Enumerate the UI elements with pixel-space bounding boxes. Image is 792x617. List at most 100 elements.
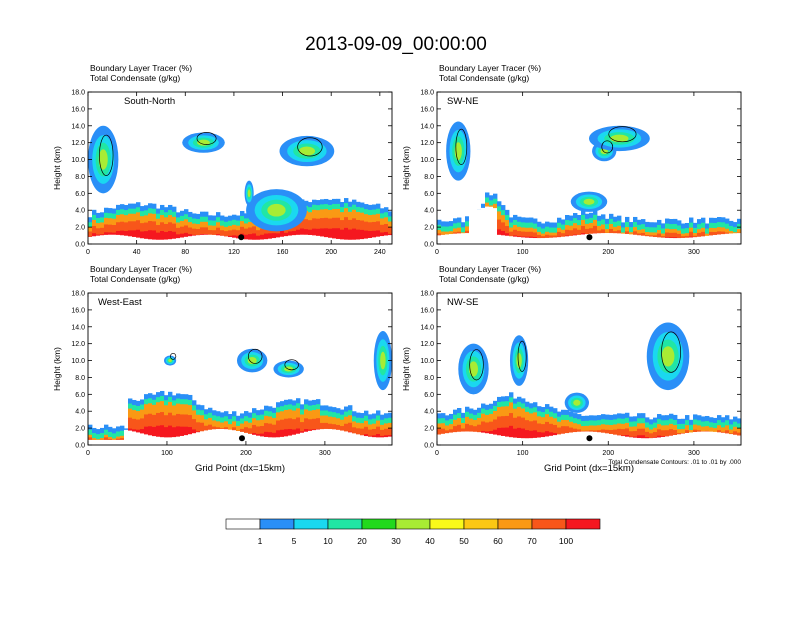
terrain-column	[693, 237, 698, 244]
terrain-column	[685, 432, 690, 445]
terrain-column	[332, 238, 337, 244]
y-tick-label: 18.0	[420, 90, 434, 97]
location-marker	[586, 435, 593, 442]
tracer-column	[260, 234, 265, 244]
terrain-column	[709, 431, 714, 445]
terrain-column	[625, 233, 630, 244]
y-tick-label: 4.0	[75, 208, 85, 215]
terrain-column	[733, 434, 738, 445]
terrain-column	[569, 235, 574, 244]
terrain-column	[88, 439, 93, 445]
tracer-column	[320, 228, 325, 244]
tracer-column	[140, 231, 145, 244]
panel-title-line: Total Condensate (g/kg)	[439, 274, 529, 284]
terrain-column	[344, 239, 349, 244]
tracer-plume	[468, 361, 479, 377]
colorbar-swatch	[531, 518, 567, 530]
tracer-column	[533, 430, 538, 445]
terrain-column	[573, 432, 578, 445]
terrain-column	[485, 433, 490, 445]
condensate-contour	[608, 126, 637, 143]
condensate-contour	[99, 134, 114, 176]
terrain-column	[717, 432, 722, 445]
terrain-column	[649, 438, 654, 445]
tracer-column	[144, 231, 149, 244]
terrain-column	[473, 431, 478, 445]
y-tick-label: 8.0	[424, 375, 434, 382]
terrain-column	[172, 238, 177, 244]
terrain-column	[192, 235, 197, 244]
terrain-column	[553, 435, 558, 445]
x-tick-label: 160	[277, 249, 289, 256]
tracer-column	[248, 234, 253, 244]
terrain-column	[497, 234, 502, 244]
tracer-column	[156, 425, 161, 445]
condensate-contour	[661, 331, 682, 373]
terrain-column	[661, 237, 666, 244]
tracer-column	[328, 228, 333, 244]
terrain-column	[120, 439, 125, 445]
terrain-column	[437, 434, 442, 445]
plot-frame	[436, 91, 742, 245]
terrain-column	[96, 439, 101, 445]
terrain-column	[469, 211, 474, 244]
terrain-column	[180, 237, 185, 244]
y-axis-label: Height (km)	[401, 347, 411, 391]
y-tick-label: 6.0	[424, 191, 434, 198]
terrain-column	[621, 233, 626, 244]
terrain-column	[368, 237, 373, 244]
terrain-column	[176, 238, 181, 244]
terrain-column	[701, 236, 706, 244]
colorbar: 1 5 10 20 30 40 50 60 70 100	[225, 518, 601, 546]
terrain-column	[136, 432, 141, 445]
x-tick-label: 0	[435, 450, 439, 457]
terrain-column	[525, 438, 530, 445]
terrain-column	[657, 437, 662, 445]
terrain-column	[204, 234, 209, 244]
terrain-column	[308, 430, 313, 445]
terrain-column	[356, 239, 361, 244]
terrain-column	[601, 432, 606, 445]
terrain-column	[336, 238, 341, 244]
terrain-column	[493, 208, 498, 244]
terrain-column	[304, 234, 309, 244]
terrain-column	[577, 431, 582, 445]
terrain-column	[360, 435, 365, 445]
x-tick-label: 0	[86, 249, 90, 256]
terrain-column	[665, 436, 670, 445]
terrain-column	[316, 429, 321, 445]
terrain-column	[188, 236, 193, 244]
figure-title: 2013-09-09_00:00:00	[305, 34, 487, 55]
terrain-column	[220, 235, 225, 244]
terrain-column	[625, 436, 630, 445]
terrain-column	[733, 233, 738, 244]
terrain-column	[296, 433, 301, 445]
tracer-column	[268, 233, 273, 244]
terrain-column	[112, 234, 117, 244]
tracer-column	[340, 229, 345, 244]
panel-label: West-East	[98, 297, 142, 308]
colorbar-swatch	[259, 518, 295, 530]
condensate-contour	[170, 352, 177, 360]
terrain-column	[152, 239, 157, 244]
colorbar-label: 50	[459, 536, 469, 546]
tracer-plume	[247, 357, 257, 365]
terrain-column	[384, 437, 389, 445]
x-tick-label: 200	[240, 450, 252, 457]
terrain-column	[100, 439, 105, 445]
colorbar-swatch	[565, 518, 601, 530]
terrain-column	[124, 429, 129, 445]
terrain-column	[348, 239, 353, 244]
panel-title-line: Total Condensate (g/kg)	[90, 274, 180, 284]
terrain-column	[613, 434, 618, 445]
terrain-column	[304, 431, 309, 445]
terrain-column	[296, 234, 301, 244]
colorbar-swatch	[225, 518, 261, 530]
terrain-column	[717, 234, 722, 244]
x-tick-label: 40	[133, 249, 141, 256]
y-tick-label: 8.0	[75, 375, 85, 382]
y-tick-label: 2.0	[424, 426, 434, 433]
colorbar-swatch	[429, 518, 465, 530]
terrain-column	[376, 437, 381, 445]
terrain-column	[148, 435, 153, 445]
